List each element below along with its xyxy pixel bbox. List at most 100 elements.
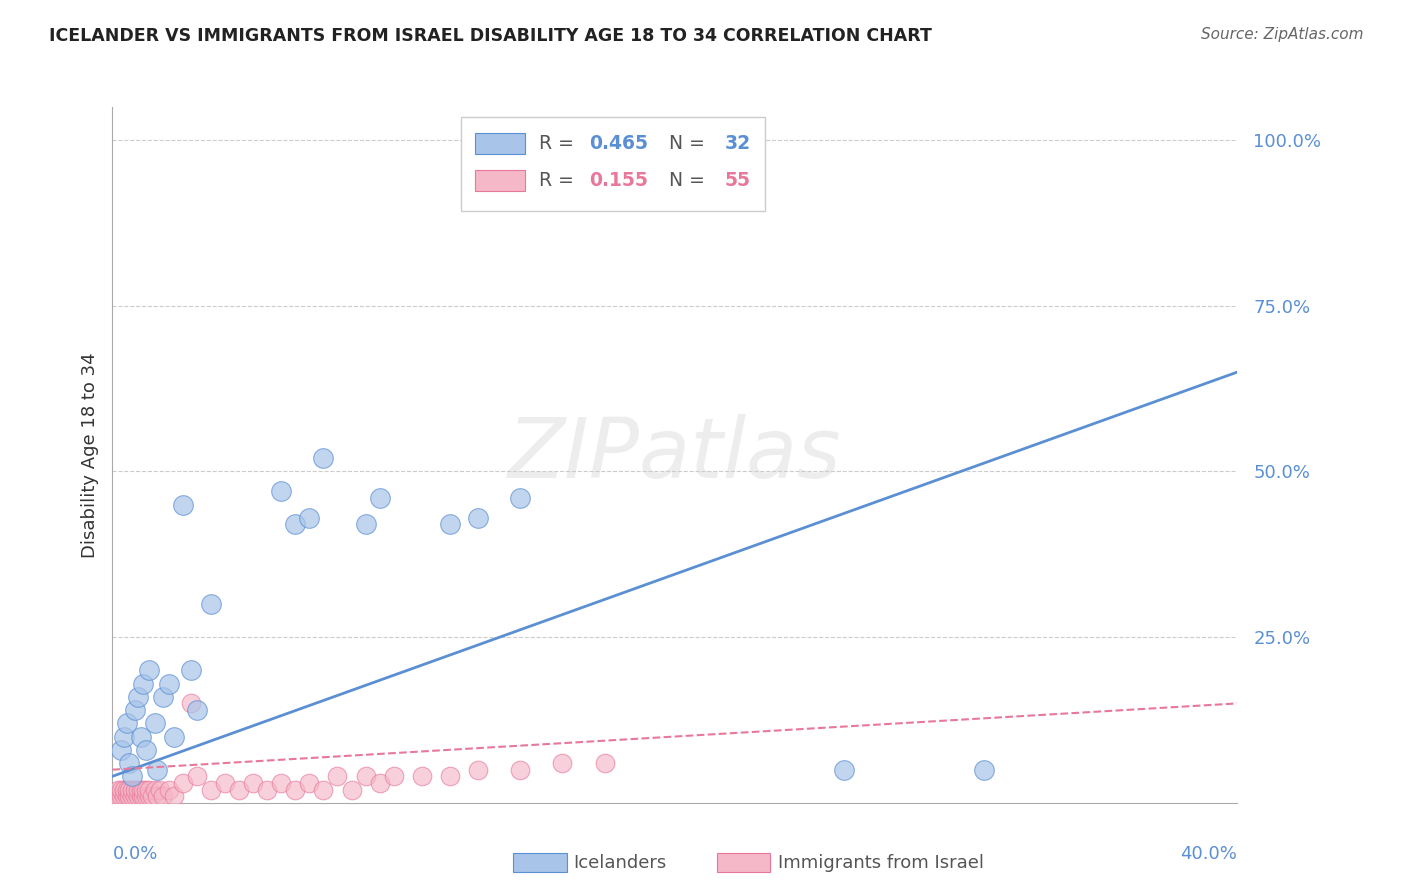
Point (121, 782, 143, 797)
Point (110, 782, 132, 797)
Point (467, 511, 489, 525)
Point (121, 769, 143, 783)
Text: R =: R = (538, 135, 579, 153)
Point (129, 782, 152, 797)
Point (354, 517, 377, 532)
Point (163, 730, 186, 744)
Point (180, 663, 202, 677)
Text: ICELANDER VS IMMIGRANTS FROM ISRAEL DISABILITY AGE 18 TO 34 CORRELATION CHART: ICELANDER VS IMMIGRANTS FROM ISRAEL DISA… (49, 27, 932, 45)
Point (439, 517, 461, 532)
Point (509, 763, 531, 777)
Point (112, 782, 135, 797)
FancyBboxPatch shape (461, 118, 765, 211)
Point (270, 484, 292, 499)
Point (118, 782, 141, 797)
Point (110, 789, 132, 804)
FancyBboxPatch shape (475, 169, 526, 191)
Point (138, 789, 160, 804)
Point (112, 789, 135, 804)
Point (135, 782, 157, 797)
Point (180, 697, 202, 711)
Text: N =: N = (657, 135, 711, 153)
Point (312, 451, 335, 466)
Point (312, 782, 335, 797)
Point (146, 789, 169, 804)
Point (186, 703, 208, 717)
Text: Immigrants from Israel: Immigrants from Israel (778, 854, 984, 871)
Point (135, 743, 157, 757)
Point (439, 769, 461, 783)
Point (354, 769, 377, 783)
Point (200, 597, 222, 611)
Point (127, 789, 149, 804)
Point (411, 769, 433, 783)
Point (149, 782, 172, 797)
Point (467, 763, 489, 777)
Point (129, 730, 152, 744)
Point (551, 756, 574, 770)
Point (832, 763, 855, 777)
Point (110, 743, 132, 757)
Text: ZIPatlas: ZIPatlas (508, 415, 842, 495)
Text: 32: 32 (724, 135, 751, 153)
Point (228, 782, 250, 797)
Point (115, 789, 138, 804)
Point (132, 782, 155, 797)
Point (121, 789, 143, 804)
Text: 0.0%: 0.0% (112, 845, 157, 863)
Point (214, 776, 236, 790)
Point (172, 776, 194, 790)
Point (129, 789, 152, 804)
Point (298, 511, 321, 525)
Text: Source: ZipAtlas.com: Source: ZipAtlas.com (1201, 27, 1364, 42)
Point (124, 782, 146, 797)
Point (270, 776, 292, 790)
Point (340, 782, 363, 797)
Text: N =: N = (657, 170, 711, 190)
Point (163, 789, 186, 804)
Point (135, 789, 157, 804)
Point (172, 498, 194, 512)
Point (104, 789, 127, 804)
Point (143, 716, 166, 731)
Point (200, 782, 222, 797)
Point (242, 776, 264, 790)
Point (326, 769, 349, 783)
Point (107, 789, 129, 804)
Point (118, 789, 141, 804)
Point (157, 782, 180, 797)
Point (973, 763, 995, 777)
Point (186, 769, 208, 783)
Text: Icelanders: Icelanders (574, 854, 666, 871)
Point (368, 491, 391, 505)
Point (115, 782, 138, 797)
Point (157, 676, 180, 690)
Point (107, 782, 129, 797)
FancyBboxPatch shape (475, 134, 526, 154)
Text: R =: R = (538, 170, 579, 190)
Text: 0.155: 0.155 (589, 170, 648, 190)
Point (124, 703, 146, 717)
Point (127, 782, 149, 797)
Point (138, 663, 160, 677)
Point (298, 776, 321, 790)
Point (138, 782, 160, 797)
Point (152, 690, 174, 704)
Point (132, 676, 155, 690)
Point (127, 690, 149, 704)
Point (115, 716, 138, 731)
Point (509, 491, 531, 505)
Point (152, 789, 174, 804)
Y-axis label: Disability Age 18 to 34: Disability Age 18 to 34 (80, 352, 98, 558)
Point (256, 782, 278, 797)
Point (284, 782, 307, 797)
Point (143, 782, 166, 797)
Point (132, 789, 155, 804)
Point (124, 789, 146, 804)
Point (112, 730, 135, 744)
Point (382, 769, 405, 783)
Text: 0.465: 0.465 (589, 135, 648, 153)
Point (118, 756, 141, 770)
Point (146, 763, 169, 777)
Point (368, 776, 391, 790)
